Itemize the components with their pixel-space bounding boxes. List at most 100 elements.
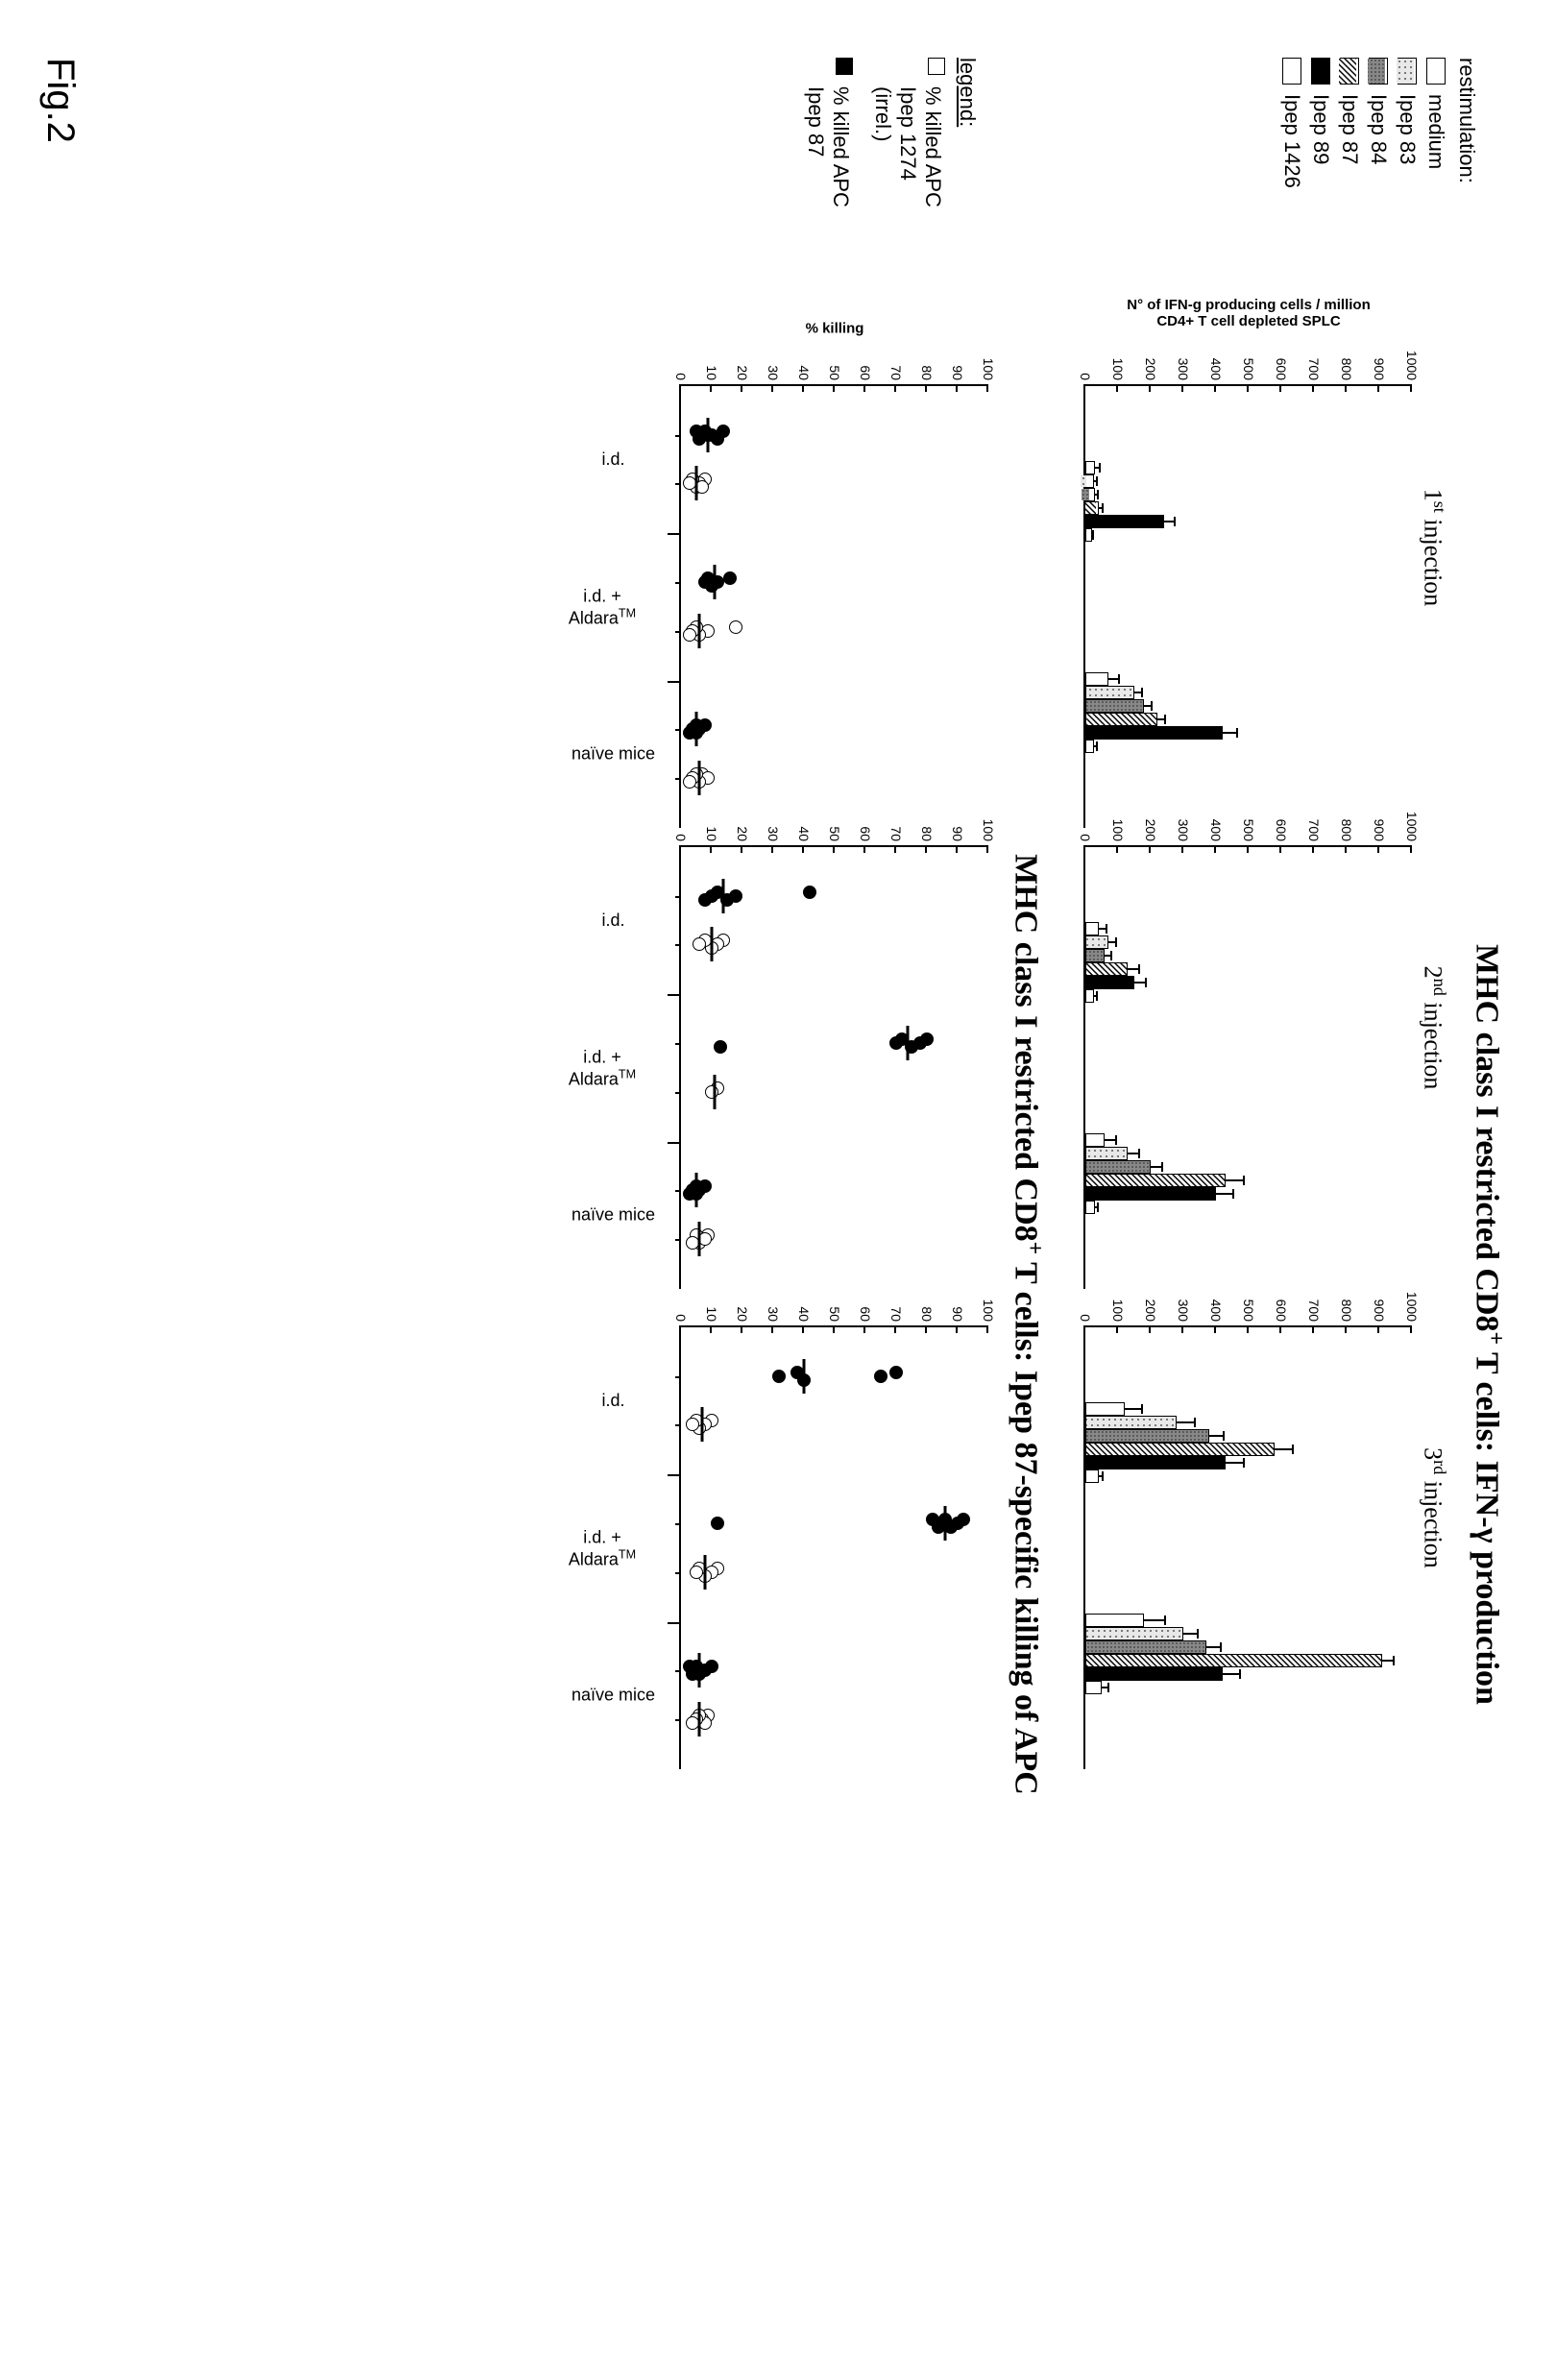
bar <box>1085 1201 1095 1214</box>
y-tick: 700 <box>1306 1299 1322 1327</box>
median-line <box>707 418 710 452</box>
y-tick: 30 <box>766 1306 781 1327</box>
y-tick: 900 <box>1372 819 1387 847</box>
y-tick: 80 <box>919 365 935 386</box>
bar <box>1085 976 1134 989</box>
legend-item: Ipep 89 <box>1308 58 1333 327</box>
bar-chart: 01002003004005006007008009001000N° of IF… <box>1085 327 1412 768</box>
median-line <box>697 1222 700 1256</box>
legend-item: % killed APCIpep 87 <box>803 58 853 327</box>
y-tick: 20 <box>735 826 750 847</box>
y-tick: 100 <box>1110 819 1126 847</box>
y-tick: 600 <box>1274 358 1289 386</box>
y-tick: 50 <box>827 826 842 847</box>
data-point <box>698 425 712 438</box>
data-point <box>686 1418 699 1431</box>
bar <box>1085 1429 1209 1443</box>
scatter-charts-column: MHC class I restricted CD8+ T cells: Ipe… <box>566 327 1057 2322</box>
y-tick: 90 <box>950 365 965 386</box>
legend-marker <box>928 58 945 75</box>
bar <box>1085 1456 1226 1469</box>
row-ifn-gamma: restimulation: mediumIpep 83Ipep 84Ipep … <box>1085 58 1518 2322</box>
bar <box>1085 1469 1099 1483</box>
data-point <box>803 886 816 899</box>
y-tick: 400 <box>1208 1299 1224 1327</box>
scatter-panel: 0102030405060708090100i.d.i.d. +AldaraTM… <box>566 1287 988 1729</box>
legend-marker <box>836 58 853 75</box>
bar <box>1085 501 1099 515</box>
data-point <box>705 1085 718 1099</box>
data-point <box>926 1513 939 1526</box>
bar <box>1085 1640 1206 1654</box>
y-tick: 40 <box>796 826 812 847</box>
data-point <box>729 620 742 634</box>
y-tick: 900 <box>1372 358 1387 386</box>
y-tick: 10 <box>704 1306 719 1327</box>
panel-title: 1st injection <box>1418 489 1449 607</box>
y-tick: 40 <box>796 1306 812 1327</box>
bar <box>1085 1174 1226 1187</box>
y-tick: 1000 <box>1404 812 1420 847</box>
bar <box>1085 686 1134 699</box>
y-tick: 60 <box>858 826 873 847</box>
legend-label: % killed APCIpep 87 <box>803 86 853 207</box>
legend-swatch <box>1369 58 1388 85</box>
y-tick: 400 <box>1208 358 1224 386</box>
figure-label: Fig.2 <box>38 58 82 143</box>
y-tick: 50 <box>827 365 842 386</box>
data-point <box>683 775 696 789</box>
median-line <box>697 1702 700 1736</box>
y-tick: 300 <box>1176 819 1191 847</box>
row1-title: MHC class I restricted CD8+ T cells: IFN… <box>1469 327 1508 2322</box>
legend-label: Ipep 89 <box>1308 94 1333 164</box>
y-tick: 80 <box>919 826 935 847</box>
median-line <box>713 565 716 599</box>
y-tick: 500 <box>1241 1299 1256 1327</box>
bar <box>1085 962 1128 976</box>
data-point <box>711 1517 724 1530</box>
legend-label: Ipep 84 <box>1366 94 1391 164</box>
legend-swatch <box>1282 58 1301 85</box>
bar <box>1085 1654 1382 1667</box>
bar <box>1085 713 1157 726</box>
bar-chart: 01002003004005006007008009001000 <box>1085 1287 1412 1729</box>
legend-swatch <box>1398 58 1417 85</box>
legend-bar-title: restimulation: <box>1454 58 1479 327</box>
y-tick: 100 <box>981 1299 996 1327</box>
y-tick: 0 <box>1078 1314 1093 1327</box>
data-point <box>698 893 712 907</box>
data-point <box>698 1232 712 1246</box>
legend-item: Ipep 1426 <box>1279 58 1304 327</box>
y-tick: 0 <box>673 373 689 386</box>
scatter-chart: 0102030405060708090100i.d.i.d. +AldaraTM… <box>566 807 988 1249</box>
data-point <box>711 432 724 446</box>
bar <box>1085 474 1094 488</box>
data-point <box>772 1370 786 1383</box>
y-tick: 300 <box>1176 1299 1191 1327</box>
x-category-label: i.d. +AldaraTM <box>581 533 671 680</box>
y-tick: 40 <box>796 365 812 386</box>
y-tick: 70 <box>888 1306 904 1327</box>
data-point <box>723 571 737 585</box>
bar <box>1085 740 1094 753</box>
bar-group <box>1085 1614 1382 1694</box>
legend-scatter-title: legend: <box>955 58 980 327</box>
figure-page: restimulation: mediumIpep 83Ipep 84Ipep … <box>0 0 1556 2380</box>
bar <box>1085 935 1108 949</box>
legend-scatter: legend: % killed APCIpep 1274(irrel.)% k… <box>786 58 1057 327</box>
median-line <box>943 1506 946 1541</box>
legend-item: Ipep 84 <box>1366 58 1391 327</box>
y-tick: 200 <box>1143 358 1158 386</box>
scatter-chart: 0102030405060708090100i.d.i.d. +AldaraTM… <box>566 1287 988 1729</box>
legend-swatch <box>1340 58 1359 85</box>
legend-item: Ipep 83 <box>1395 58 1420 327</box>
bar-chart: 01002003004005006007008009001000 <box>1085 807 1412 1249</box>
y-tick: 90 <box>950 1306 965 1327</box>
y-tick: 600 <box>1274 1299 1289 1327</box>
bar <box>1085 1402 1125 1416</box>
bar <box>1085 1147 1128 1160</box>
bar <box>1085 488 1095 501</box>
median-line <box>694 712 697 746</box>
median-line <box>694 1173 697 1207</box>
legend-swatch <box>1311 58 1330 85</box>
